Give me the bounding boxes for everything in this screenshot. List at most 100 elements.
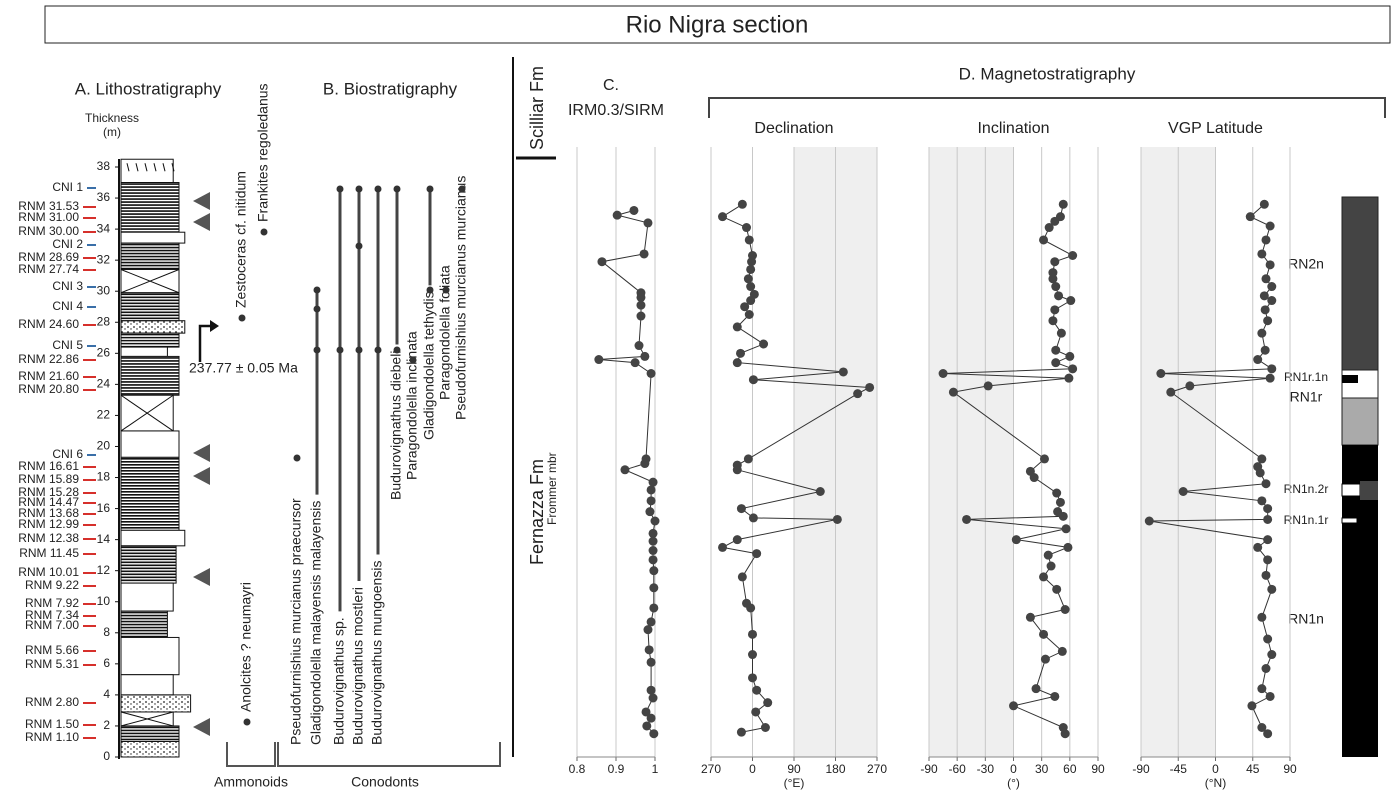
- data-point: [649, 729, 659, 739]
- data-point: [748, 673, 757, 683]
- data-point: [1267, 650, 1277, 660]
- formation: Fernazza Fm: [527, 459, 547, 565]
- data-point: [1267, 364, 1277, 374]
- data-point: [639, 249, 649, 259]
- data-point: [865, 382, 875, 392]
- y-tick-label: 6: [103, 656, 110, 670]
- data-point: [620, 465, 630, 475]
- y-tick-label: 4: [103, 687, 110, 701]
- magneto-title: D. Magnetostratigraphy: [959, 64, 1136, 83]
- data-point: [1257, 454, 1267, 464]
- data-point: [1050, 305, 1060, 315]
- data-point: [1039, 454, 1049, 464]
- data-point: [748, 513, 758, 523]
- data-point: [983, 381, 993, 391]
- data-point: [1050, 216, 1060, 226]
- shaded-range: [929, 147, 1014, 757]
- data-point: [732, 465, 742, 475]
- taxon-label: Budurovignathus sp.: [331, 617, 347, 745]
- y-tick-label: 20: [97, 439, 111, 453]
- data-point: [1061, 524, 1071, 534]
- data-point: [1265, 691, 1275, 701]
- data-point: [948, 387, 958, 397]
- data-point: [737, 199, 747, 209]
- data-point: [594, 355, 604, 365]
- x-tick-label: 270: [867, 762, 887, 776]
- cross: [120, 269, 180, 294]
- x-tick-label: 90: [787, 762, 801, 776]
- x-tick-label: -60: [948, 762, 966, 776]
- taxon-label: Budurovignathus mungoensis: [369, 561, 385, 745]
- sample-label: RNM 31.53: [18, 199, 79, 213]
- data-point: [1068, 251, 1078, 260]
- data-point: [748, 629, 757, 639]
- data-point: [1031, 684, 1041, 694]
- data-point: [1263, 555, 1273, 565]
- data-point: [646, 685, 656, 695]
- triangle: [193, 213, 210, 231]
- data-point: [1044, 223, 1054, 233]
- data-point: [759, 339, 769, 349]
- data-point: [1257, 684, 1267, 694]
- data-point: [648, 536, 658, 546]
- data-point: [1260, 305, 1270, 315]
- sample-label: RNM 12.99: [18, 517, 79, 531]
- occurrence: [243, 718, 251, 726]
- sample-label: CNI 4: [52, 299, 83, 313]
- data-point: [629, 205, 639, 215]
- member: Frommer mbr: [545, 452, 559, 525]
- x-tick-label: 90: [1091, 762, 1105, 776]
- data-point: [648, 528, 658, 538]
- data-point: [742, 223, 752, 233]
- data-point: [743, 274, 753, 284]
- occurrence: [336, 185, 344, 193]
- y-tick-label: 10: [97, 594, 111, 608]
- y-tick-label: 34: [97, 221, 111, 235]
- x-tick-label: 0.8: [569, 762, 586, 776]
- data-point: [748, 375, 758, 385]
- data-point: [1064, 373, 1074, 383]
- data-point: [630, 358, 640, 368]
- occurrence: [238, 314, 246, 322]
- sample-label: CNI 5: [52, 338, 83, 352]
- bed: [120, 582, 174, 612]
- data-point: [732, 358, 742, 368]
- data-point: [832, 514, 842, 524]
- data-point: [1257, 612, 1267, 622]
- occurrence: [313, 305, 321, 313]
- data-point: [1068, 364, 1078, 374]
- data-point: [1257, 328, 1267, 338]
- occurrence: [260, 228, 268, 236]
- bed: [120, 636, 180, 676]
- y-tick-label: 30: [97, 283, 111, 297]
- litho-title: A. Lithostratigraphy: [75, 79, 222, 98]
- occurrence: [426, 185, 434, 193]
- data-point: [1263, 535, 1273, 545]
- data-point: [1265, 221, 1275, 231]
- sample-label: RNM 5.66: [25, 643, 79, 657]
- data-point: [1063, 542, 1073, 552]
- data-point: [747, 257, 757, 267]
- data-point: [597, 257, 607, 267]
- sample-label: RNM 2.80: [25, 695, 79, 709]
- data-point: [718, 542, 728, 552]
- zone-label: RN1r.1n: [1284, 370, 1328, 384]
- age-arrowhead: [210, 320, 219, 332]
- data-point: [648, 693, 658, 703]
- data-point: [732, 322, 742, 332]
- axis-label: (m): [103, 125, 121, 139]
- x-tick-label: 270: [701, 762, 721, 776]
- data-point: [1051, 345, 1061, 355]
- occurrence: [442, 286, 450, 294]
- data-point: [643, 625, 653, 635]
- data-point: [718, 212, 728, 222]
- occurrence: [355, 242, 363, 250]
- panel-title: IRM0.3/SIRM: [568, 102, 664, 119]
- sample-label: RNM 16.61: [18, 459, 79, 473]
- data-point: [746, 296, 756, 306]
- cross: [120, 711, 174, 727]
- data-point: [648, 555, 658, 565]
- data-point: [1009, 701, 1018, 711]
- y-tick-label: 36: [97, 190, 111, 204]
- sample-label: RNM 11.45: [19, 546, 79, 560]
